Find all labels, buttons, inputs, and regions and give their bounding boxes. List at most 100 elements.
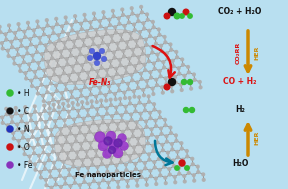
Circle shape [111, 173, 114, 175]
Circle shape [147, 153, 150, 156]
Circle shape [179, 160, 185, 166]
Circle shape [94, 54, 96, 56]
Circle shape [31, 85, 33, 88]
Circle shape [122, 50, 125, 52]
Circle shape [147, 54, 149, 57]
Circle shape [101, 115, 104, 118]
Circle shape [102, 41, 104, 44]
Circle shape [126, 185, 129, 188]
Circle shape [169, 43, 172, 46]
Circle shape [27, 139, 29, 141]
Circle shape [0, 31, 2, 34]
Circle shape [23, 147, 25, 150]
Circle shape [74, 15, 77, 18]
Circle shape [36, 87, 39, 90]
Circle shape [183, 180, 186, 183]
Circle shape [154, 119, 157, 122]
Circle shape [148, 100, 150, 103]
Circle shape [42, 146, 44, 148]
Circle shape [105, 33, 108, 35]
Circle shape [127, 88, 130, 91]
Circle shape [100, 105, 103, 107]
Circle shape [116, 122, 119, 125]
Circle shape [182, 64, 184, 66]
Circle shape [187, 166, 190, 169]
Circle shape [69, 185, 72, 187]
Circle shape [37, 143, 39, 146]
Circle shape [73, 181, 76, 184]
Circle shape [102, 179, 105, 182]
Circle shape [67, 33, 69, 35]
Circle shape [185, 149, 188, 152]
Circle shape [42, 94, 44, 97]
Circle shape [115, 164, 118, 167]
Circle shape [163, 66, 166, 69]
Circle shape [7, 55, 10, 57]
Circle shape [189, 82, 192, 85]
Circle shape [87, 172, 90, 175]
Circle shape [89, 141, 92, 144]
Circle shape [86, 156, 88, 158]
Circle shape [96, 166, 99, 168]
Circle shape [117, 128, 120, 131]
Circle shape [62, 160, 65, 163]
Circle shape [107, 181, 110, 184]
Circle shape [45, 49, 48, 52]
Circle shape [150, 128, 153, 131]
Circle shape [82, 69, 84, 72]
Circle shape [132, 146, 135, 149]
Circle shape [158, 169, 161, 171]
Circle shape [169, 126, 172, 129]
Circle shape [193, 78, 196, 81]
Circle shape [160, 44, 162, 47]
Circle shape [57, 158, 60, 161]
Circle shape [83, 44, 86, 47]
Circle shape [129, 102, 132, 105]
Circle shape [93, 52, 101, 60]
Circle shape [20, 44, 23, 47]
Circle shape [196, 165, 199, 168]
Circle shape [130, 113, 132, 116]
Circle shape [33, 152, 35, 155]
Circle shape [29, 160, 31, 163]
Circle shape [26, 21, 29, 24]
Circle shape [128, 57, 130, 60]
Circle shape [62, 30, 64, 33]
Circle shape [33, 70, 36, 73]
Circle shape [175, 139, 178, 142]
Circle shape [61, 149, 64, 152]
Circle shape [109, 145, 111, 148]
Circle shape [35, 45, 37, 48]
Circle shape [135, 121, 138, 124]
Text: CO + H₂: CO + H₂ [223, 77, 257, 87]
Circle shape [30, 79, 33, 82]
Circle shape [139, 170, 142, 173]
Circle shape [25, 122, 28, 125]
Circle shape [68, 168, 70, 171]
Circle shape [153, 62, 155, 65]
Circle shape [109, 156, 112, 159]
Circle shape [181, 147, 183, 150]
Circle shape [112, 131, 115, 134]
Circle shape [108, 90, 111, 93]
Circle shape [153, 67, 156, 70]
Circle shape [65, 22, 68, 24]
Circle shape [24, 106, 26, 108]
Circle shape [139, 36, 142, 39]
Circle shape [88, 130, 91, 133]
Circle shape [151, 87, 154, 90]
Circle shape [118, 22, 121, 25]
Circle shape [79, 89, 82, 92]
Circle shape [25, 46, 28, 49]
Circle shape [119, 155, 122, 158]
Circle shape [164, 182, 167, 184]
Circle shape [101, 56, 107, 62]
Circle shape [15, 112, 18, 115]
Circle shape [75, 140, 77, 143]
Circle shape [43, 104, 46, 107]
Circle shape [115, 112, 118, 114]
Circle shape [96, 108, 98, 111]
Circle shape [1, 42, 3, 44]
Circle shape [150, 46, 153, 48]
Circle shape [79, 184, 81, 187]
